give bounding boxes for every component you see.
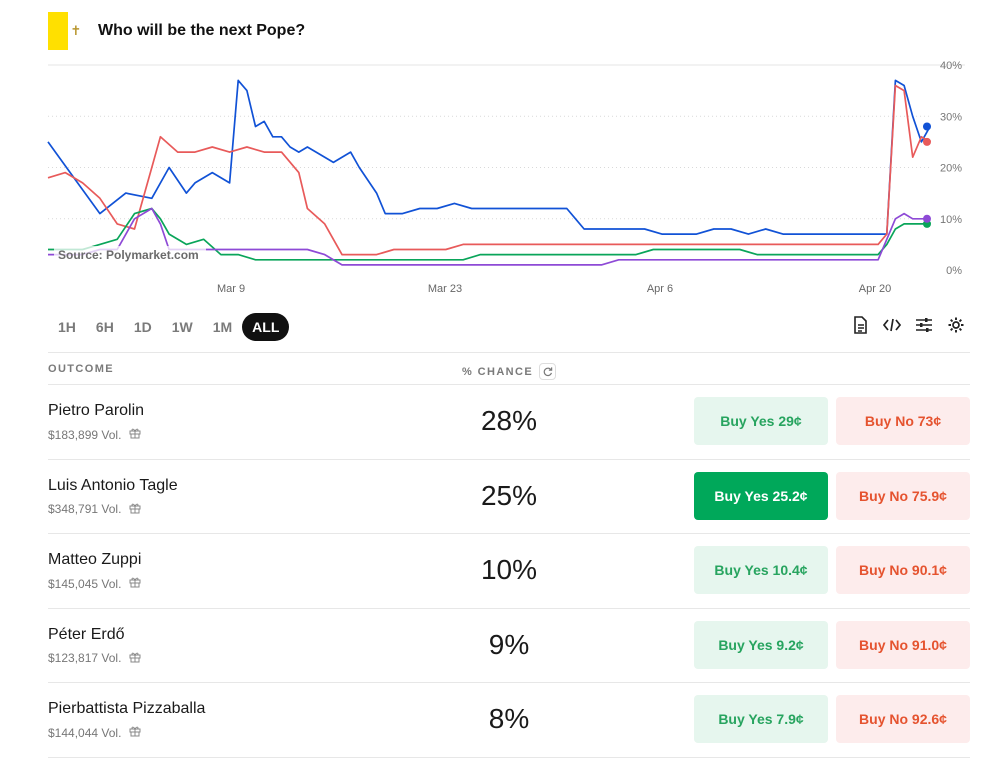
outcome-volume: $348,791 Vol. <box>48 502 141 517</box>
outcome-name[interactable]: Péter Erdő <box>48 625 125 643</box>
chart-svg[interactable]: 40% 30% 20% 10% 0% Mar 9 Mar 23 Apr 6 Apr 20 Sour… <box>0 60 995 300</box>
outcome-name[interactable]: Matteo Zuppi <box>48 551 142 568</box>
vatican-flag-icon: ✝ <box>48 12 84 50</box>
range-1h-button[interactable]: 1H <box>58 319 76 335</box>
volume-text: $145,045 Vol. <box>48 576 122 591</box>
chance-column-label: % CHANCE <box>462 365 534 378</box>
buy-yes-button[interactable]: Buy Yes 7.9¢ <box>694 695 828 743</box>
buy-yes-button[interactable]: Buy Yes 9.2¢ <box>694 620 828 669</box>
market-title: Who will be the next Pope? <box>98 22 306 39</box>
buy-no-button[interactable]: Buy No 91.0¢ <box>836 620 970 669</box>
chance-column-header: % CHANCE <box>462 363 557 380</box>
y-tick-label: 30% <box>940 111 962 123</box>
outcome-row[interactable]: Matteo Zuppi $145,045 Vol. 10% Buy Yes 10.4… <box>48 534 970 609</box>
document-icon[interactable] <box>851 316 869 334</box>
y-tick-label: 20% <box>940 163 962 175</box>
outcome-chance: 8% <box>488 703 530 734</box>
buy-yes-button[interactable]: Buy Yes 29¢ <box>694 397 828 445</box>
buy-no-button[interactable]: Buy No 92.6¢ <box>836 695 970 743</box>
outcome-chance: 9% <box>488 628 530 660</box>
price-chart[interactable]: 40% 30% 20% 10% 0% Mar 9 Mar 23 Apr 6 Apr 20 Sour… <box>0 60 995 300</box>
x-tick-label: Mar 9 <box>217 283 245 295</box>
volume-text: $348,791 Vol. <box>48 502 122 516</box>
gift-icon[interactable] <box>129 502 141 517</box>
outcome-row[interactable]: Pietro Parolin $183,899 Vol. 28% Buy Yes 29… <box>48 385 970 460</box>
market-header: ✝ Who will be the next Pope? <box>48 12 305 50</box>
buy-no-button[interactable]: Buy No 73¢ <box>836 397 970 445</box>
gift-icon[interactable] <box>129 725 141 740</box>
volume-text: $123,817 Vol. <box>48 651 122 665</box>
series-line <box>47 79 931 235</box>
gift-icon[interactable] <box>129 576 141 591</box>
series-end-dot <box>923 137 931 146</box>
embed-code-icon[interactable] <box>883 316 901 334</box>
range-1m-button[interactable]: 1M <box>212 319 233 335</box>
outcome-volume: $145,045 Vol. <box>48 576 141 591</box>
outcome-row[interactable]: Luis Antonio Tagle $348,791 Vol. 25% Buy Ye… <box>48 460 970 534</box>
buy-no-button[interactable]: Buy No 90.1¢ <box>836 546 970 594</box>
outcome-chance: 25% <box>480 479 538 511</box>
x-tick-label: Mar 23 <box>428 283 462 295</box>
outcome-volume: $123,817 Vol. <box>48 651 141 666</box>
outcome-name[interactable]: Pierbattista Pizzaballa <box>48 700 206 717</box>
settings-gear-icon[interactable] <box>947 316 965 334</box>
gift-icon[interactable] <box>129 651 141 666</box>
outcome-volume: $144,044 Vol. <box>48 725 141 740</box>
x-tick-label: Apr 20 <box>859 283 891 295</box>
chart-tools <box>851 316 965 334</box>
outcome-volume: $183,899 Vol. <box>48 427 141 442</box>
buy-no-button[interactable]: Buy No 75.9¢ <box>836 471 970 520</box>
series-line <box>47 84 931 256</box>
chart-source-label: Source: Polymarket.com <box>58 248 199 262</box>
gift-icon[interactable] <box>129 427 141 442</box>
refresh-icon[interactable] <box>539 363 557 380</box>
series-end-dot <box>923 214 931 223</box>
outcome-name[interactable]: Luis Antonio Tagle <box>48 476 178 494</box>
outcome-row[interactable]: Péter Erdő $123,817 Vol. 9% Buy Yes 9.2¢ Buy… <box>48 609 970 683</box>
series-end-dot <box>923 122 931 131</box>
y-tick-label: 40% <box>940 60 962 72</box>
range-1d-button[interactable]: 1D <box>133 319 152 335</box>
buy-yes-button[interactable]: Buy Yes 10.4¢ <box>694 546 828 594</box>
range-6h-button[interactable]: 6H <box>95 319 114 335</box>
range-all-button[interactable]: ALL <box>242 313 290 341</box>
outcomes-table-header: OUTCOME % CHANCE <box>48 352 970 385</box>
series-line <box>48 207 930 261</box>
outcome-chance: 28% <box>480 405 538 436</box>
outcome-name[interactable]: Pietro Parolin <box>48 402 145 419</box>
range-1w-button[interactable]: 1W <box>171 319 193 335</box>
outcome-column-header: OUTCOME <box>48 363 115 375</box>
outcome-chance: 10% <box>480 554 538 585</box>
y-tick-label: 0% <box>946 265 962 277</box>
buy-yes-button[interactable]: Buy Yes 25.2¢ <box>694 471 828 520</box>
y-tick-label: 10% <box>940 214 962 226</box>
volume-text: $183,899 Vol. <box>48 427 122 442</box>
x-tick-label: Apr 6 <box>647 283 673 295</box>
source-backdrop <box>54 246 206 264</box>
sliders-icon[interactable] <box>915 316 933 334</box>
outcome-row[interactable]: Pierbattista Pizzaballa $144,044 Vol. 8% Bu… <box>48 683 970 758</box>
time-range-selector: 1H 6H 1D 1W 1M ALL <box>48 312 290 342</box>
volume-text: $144,044 Vol. <box>48 725 122 740</box>
